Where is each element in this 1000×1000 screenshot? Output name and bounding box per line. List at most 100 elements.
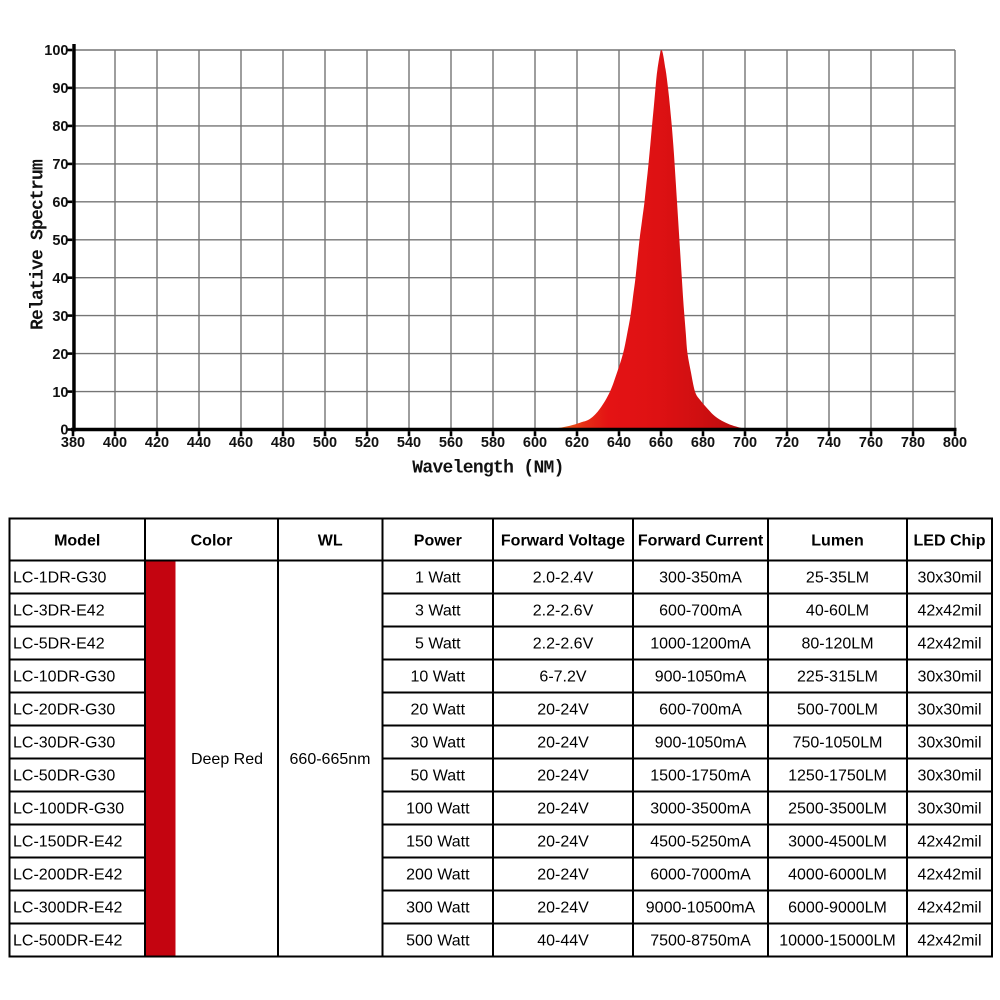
svg-text:LC-10DR-G30: LC-10DR-G30 bbox=[13, 669, 115, 686]
svg-text:600-700mA: 600-700mA bbox=[659, 702, 742, 719]
svg-text:50 Watt: 50 Watt bbox=[411, 768, 466, 785]
svg-text:100 Watt: 100 Watt bbox=[406, 801, 470, 818]
svg-text:42x42mil: 42x42mil bbox=[917, 603, 981, 620]
svg-text:520: 520 bbox=[355, 435, 379, 451]
svg-text:460: 460 bbox=[229, 435, 253, 451]
svg-text:30x30mil: 30x30mil bbox=[917, 735, 981, 752]
svg-text:1250-1750LM: 1250-1750LM bbox=[788, 768, 887, 785]
svg-text:20-24V: 20-24V bbox=[537, 768, 589, 785]
svg-text:30x30mil: 30x30mil bbox=[917, 768, 981, 785]
svg-text:80-120LM: 80-120LM bbox=[801, 636, 873, 653]
svg-text:30x30mil: 30x30mil bbox=[917, 570, 981, 587]
svg-text:20-24V: 20-24V bbox=[537, 834, 589, 851]
svg-text:6000-7000mA: 6000-7000mA bbox=[650, 867, 751, 884]
svg-text:2.2-2.6V: 2.2-2.6V bbox=[533, 636, 594, 653]
svg-text:580: 580 bbox=[481, 435, 505, 451]
svg-text:380: 380 bbox=[61, 435, 85, 451]
svg-text:300-350mA: 300-350mA bbox=[659, 570, 742, 587]
svg-text:760: 760 bbox=[859, 435, 883, 451]
svg-text:WL: WL bbox=[318, 533, 343, 550]
svg-text:Wavelength (NM): Wavelength (NM) bbox=[412, 459, 564, 479]
svg-text:660-665nm: 660-665nm bbox=[290, 751, 371, 768]
svg-text:70: 70 bbox=[52, 157, 68, 173]
svg-text:3000-4500LM: 3000-4500LM bbox=[788, 834, 887, 851]
svg-text:420: 420 bbox=[145, 435, 169, 451]
svg-text:780: 780 bbox=[901, 435, 925, 451]
svg-text:7500-8750mA: 7500-8750mA bbox=[650, 933, 751, 950]
svg-text:LC-20DR-G30: LC-20DR-G30 bbox=[13, 702, 115, 719]
svg-text:225-315LM: 225-315LM bbox=[797, 669, 878, 686]
svg-text:500 Watt: 500 Watt bbox=[406, 933, 470, 950]
svg-text:LC-500DR-E42: LC-500DR-E42 bbox=[13, 933, 122, 950]
svg-text:6000-9000LM: 6000-9000LM bbox=[788, 900, 887, 917]
svg-text:40-60LM: 40-60LM bbox=[806, 603, 869, 620]
svg-text:42x42mil: 42x42mil bbox=[917, 834, 981, 851]
svg-text:800: 800 bbox=[943, 435, 967, 451]
svg-text:LC-1DR-G30: LC-1DR-G30 bbox=[13, 570, 106, 587]
svg-text:LC-150DR-E42: LC-150DR-E42 bbox=[13, 834, 122, 851]
svg-text:540: 540 bbox=[397, 435, 421, 451]
svg-text:LC-200DR-E42: LC-200DR-E42 bbox=[13, 867, 122, 884]
svg-text:150 Watt: 150 Watt bbox=[406, 834, 470, 851]
svg-text:20-24V: 20-24V bbox=[537, 702, 589, 719]
svg-text:9000-10500mA: 9000-10500mA bbox=[646, 900, 756, 917]
svg-text:50: 50 bbox=[52, 233, 68, 249]
svg-text:42x42mil: 42x42mil bbox=[917, 867, 981, 884]
svg-text:480: 480 bbox=[271, 435, 295, 451]
svg-text:30x30mil: 30x30mil bbox=[917, 801, 981, 818]
svg-text:6-7.2V: 6-7.2V bbox=[539, 669, 586, 686]
svg-text:700: 700 bbox=[733, 435, 757, 451]
svg-text:40-44V: 40-44V bbox=[537, 933, 589, 950]
svg-text:600-700mA: 600-700mA bbox=[659, 603, 742, 620]
svg-text:30x30mil: 30x30mil bbox=[917, 702, 981, 719]
svg-text:440: 440 bbox=[187, 435, 211, 451]
svg-text:Lumen: Lumen bbox=[811, 533, 863, 550]
svg-text:4000-6000LM: 4000-6000LM bbox=[788, 867, 887, 884]
svg-text:1 Watt: 1 Watt bbox=[415, 570, 461, 587]
svg-text:LC-300DR-E42: LC-300DR-E42 bbox=[13, 900, 122, 917]
svg-text:10 Watt: 10 Watt bbox=[411, 669, 466, 686]
svg-text:Relative Spectrum: Relative Spectrum bbox=[29, 159, 49, 330]
svg-text:740: 740 bbox=[817, 435, 841, 451]
svg-text:560: 560 bbox=[439, 435, 463, 451]
svg-text:1000-1200mA: 1000-1200mA bbox=[650, 636, 751, 653]
svg-text:4500-5250mA: 4500-5250mA bbox=[650, 834, 751, 851]
svg-text:20-24V: 20-24V bbox=[537, 867, 589, 884]
svg-text:LED Chip: LED Chip bbox=[914, 533, 986, 550]
svg-text:500-700LM: 500-700LM bbox=[797, 702, 878, 719]
svg-text:LC-50DR-G30: LC-50DR-G30 bbox=[13, 768, 115, 785]
svg-text:30 Watt: 30 Watt bbox=[411, 735, 466, 752]
svg-text:900-1050mA: 900-1050mA bbox=[655, 735, 747, 752]
svg-text:Power: Power bbox=[414, 533, 462, 550]
svg-text:40: 40 bbox=[52, 271, 68, 287]
svg-text:720: 720 bbox=[775, 435, 799, 451]
svg-text:750-1050LM: 750-1050LM bbox=[793, 735, 883, 752]
svg-text:3000-3500mA: 3000-3500mA bbox=[650, 801, 751, 818]
svg-text:10000-15000LM: 10000-15000LM bbox=[779, 933, 896, 950]
svg-text:LC-3DR-E42: LC-3DR-E42 bbox=[13, 603, 105, 620]
svg-text:620: 620 bbox=[565, 435, 589, 451]
svg-text:Deep Red: Deep Red bbox=[191, 751, 263, 768]
svg-text:20-24V: 20-24V bbox=[537, 900, 589, 917]
svg-text:600: 600 bbox=[523, 435, 547, 451]
svg-text:LC-100DR-G30: LC-100DR-G30 bbox=[13, 801, 124, 818]
svg-text:660: 660 bbox=[649, 435, 673, 451]
svg-text:300 Watt: 300 Watt bbox=[406, 900, 470, 917]
svg-text:30: 30 bbox=[52, 309, 68, 325]
svg-text:Color: Color bbox=[191, 533, 233, 550]
svg-text:LC-5DR-E42: LC-5DR-E42 bbox=[13, 636, 105, 653]
svg-text:0: 0 bbox=[60, 423, 68, 439]
svg-text:Forward Voltage: Forward Voltage bbox=[501, 533, 625, 550]
svg-text:1500-1750mA: 1500-1750mA bbox=[650, 768, 751, 785]
svg-text:90: 90 bbox=[52, 81, 68, 97]
svg-text:30x30mil: 30x30mil bbox=[917, 669, 981, 686]
svg-text:60: 60 bbox=[52, 195, 68, 211]
svg-text:3 Watt: 3 Watt bbox=[415, 603, 461, 620]
svg-text:680: 680 bbox=[691, 435, 715, 451]
svg-text:200 Watt: 200 Watt bbox=[406, 867, 470, 884]
svg-text:20: 20 bbox=[52, 347, 68, 363]
svg-text:20-24V: 20-24V bbox=[537, 801, 589, 818]
svg-text:20-24V: 20-24V bbox=[537, 735, 589, 752]
svg-text:900-1050mA: 900-1050mA bbox=[655, 669, 747, 686]
svg-text:42x42mil: 42x42mil bbox=[917, 900, 981, 917]
